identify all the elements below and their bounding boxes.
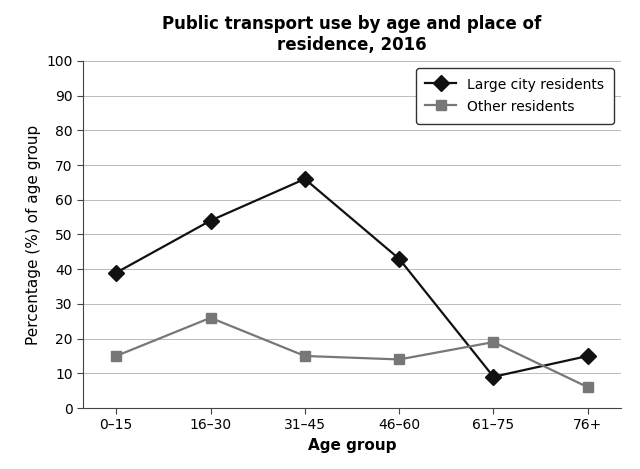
Large city residents xyxy=(396,256,403,262)
Large city residents xyxy=(301,176,308,182)
Y-axis label: Percentage (%) of age group: Percentage (%) of age group xyxy=(26,124,41,345)
Legend: Large city residents, Other residents: Large city residents, Other residents xyxy=(416,68,614,124)
Large city residents xyxy=(207,218,214,223)
Line: Other residents: Other residents xyxy=(111,313,593,392)
Other residents xyxy=(396,356,403,362)
Large city residents xyxy=(113,270,120,275)
Large city residents xyxy=(584,353,591,359)
Other residents xyxy=(113,353,120,359)
X-axis label: Age group: Age group xyxy=(308,438,396,453)
Other residents xyxy=(490,339,497,345)
Line: Large city residents: Large city residents xyxy=(111,174,593,382)
Other residents xyxy=(207,315,214,321)
Title: Public transport use by age and place of
residence, 2016: Public transport use by age and place of… xyxy=(163,15,541,54)
Other residents xyxy=(584,385,591,390)
Large city residents xyxy=(490,374,497,379)
Other residents xyxy=(301,353,308,359)
